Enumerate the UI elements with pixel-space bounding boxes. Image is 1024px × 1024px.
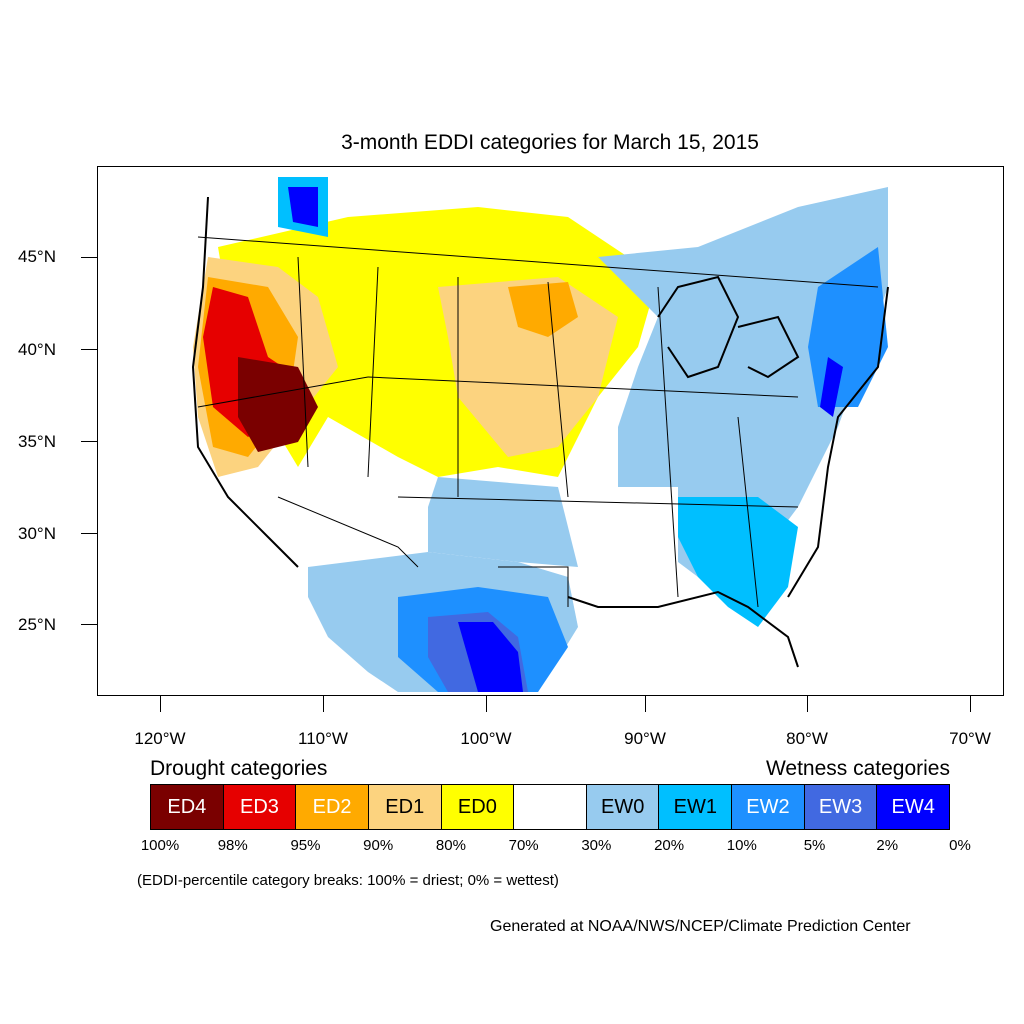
- lat-label-35: 35°N: [18, 432, 56, 451]
- legend-swatch-ed1: ED1: [368, 785, 442, 829]
- percentile-label: 95%: [290, 837, 321, 854]
- wet-region-northeast-ew4: [820, 357, 843, 417]
- category-note: (EDDI-percentile category breaks: 100% =…: [137, 872, 559, 889]
- wet-region-texas-ew4: [458, 622, 523, 692]
- lon-tick: [807, 696, 808, 712]
- state-borders: [197, 236, 879, 608]
- legend-colorbar: ED4 ED3 ED2 ED1 ED0 EW0 EW1 EW2 EW3 EW4: [150, 784, 950, 830]
- percentile-label: 0%: [949, 837, 971, 854]
- percentile-label: 5%: [803, 837, 826, 854]
- eddi-map-canvas: [191, 177, 889, 692]
- percentile-label: 90%: [363, 837, 394, 854]
- lon-label-80: 80°W: [786, 729, 828, 748]
- percentile-label: 20%: [654, 837, 685, 854]
- lat-tick: [81, 257, 97, 258]
- lat-label-40: 40°N: [18, 340, 56, 359]
- lon-tick: [323, 696, 324, 712]
- percentile-label: 2%: [876, 837, 899, 854]
- legend-swatch-ew3: EW3: [804, 785, 878, 829]
- legend-swatch-ed4: ED4: [151, 785, 224, 829]
- legend-swatch-ed3: ED3: [223, 785, 297, 829]
- percentile-label: 70%: [508, 837, 539, 854]
- lon-label-120: 120°W: [134, 729, 186, 748]
- wetness-heading: Wetness categories: [765, 757, 950, 780]
- lat-label-25: 25°N: [18, 615, 56, 634]
- eddi-map: [97, 166, 1004, 696]
- legend-swatch-ew1: EW1: [659, 785, 733, 829]
- percentile-label: 10%: [726, 837, 757, 854]
- legend-swatch-ed2: ED2: [296, 785, 369, 829]
- lat-tick: [81, 349, 97, 350]
- lat-label-30: 30°N: [18, 524, 56, 543]
- lon-tick: [160, 696, 161, 712]
- lon-tick: [970, 696, 971, 712]
- legend-swatch-ew4: EW4: [877, 785, 950, 829]
- drought-heading: Drought categories: [150, 757, 328, 780]
- wet-region-southeast-ew1: [658, 497, 798, 627]
- lon-tick: [645, 696, 646, 712]
- percentile-label: 100%: [140, 837, 180, 854]
- percentile-label: 30%: [581, 837, 612, 854]
- legend-swatch-ew0: EW0: [586, 785, 660, 829]
- lon-label-90: 90°W: [624, 729, 666, 748]
- lat-label-45: 45°N: [18, 247, 56, 266]
- wet-region-plains: [428, 477, 578, 567]
- lat-tick: [81, 441, 97, 442]
- map-title: 3-month EDDI categories for March 15, 20…: [341, 131, 759, 154]
- legend-swatch-ew2: EW2: [732, 785, 805, 829]
- percentile-label: 80%: [435, 837, 466, 854]
- lon-label-110: 110°W: [298, 729, 348, 748]
- lon-tick: [486, 696, 487, 712]
- lon-label-70: 70°W: [949, 729, 991, 748]
- dry-region-ed4-nevada: [238, 357, 318, 452]
- lat-tick: [81, 533, 97, 534]
- legend-swatch-neutral: [514, 785, 587, 829]
- credit-line: Generated at NOAA/NWS/NCEP/Climate Predi…: [490, 918, 911, 935]
- lon-label-100: 100°W: [460, 729, 512, 748]
- wet-region-canada-ew3: [288, 187, 318, 227]
- lat-tick: [81, 624, 97, 625]
- dry-region-ed1-plains: [438, 277, 618, 457]
- legend-swatch-ed0: ED0: [441, 785, 515, 829]
- coastlines: [191, 196, 889, 668]
- neutral-region-south: [598, 487, 678, 597]
- percentile-label: 98%: [217, 837, 248, 854]
- dry-region-ed2-dakotas: [508, 282, 578, 337]
